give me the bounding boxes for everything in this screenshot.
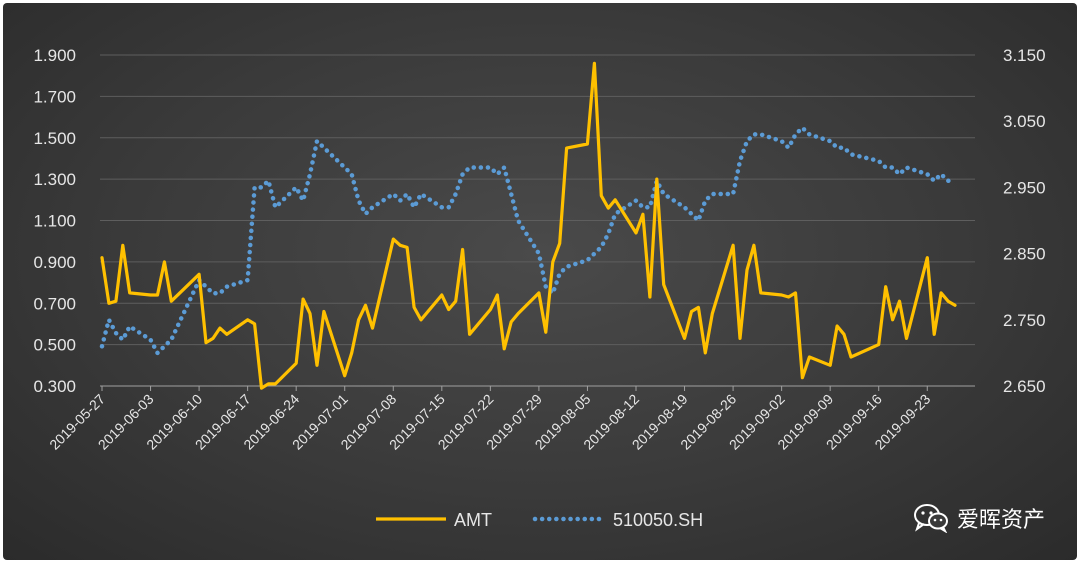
series-line-amt bbox=[100, 61, 957, 390]
y-left-tick-label: 1.500 bbox=[33, 129, 76, 148]
chart-frame: 1.900 1.700 1.500 1.300 1.100 0.900 0.700 0.500… bbox=[3, 3, 1077, 560]
watermark: 爱晖资产 bbox=[913, 502, 1045, 534]
y-left-tick-label: 1.700 bbox=[33, 87, 76, 106]
y-left-tick-label: 1.900 bbox=[33, 46, 76, 65]
series-layer bbox=[99, 61, 958, 390]
y-right-tick-label: 2.850 bbox=[1003, 245, 1046, 264]
y-axis-right: 3.150 3.050 2.950 2.850 2.750 2.650 bbox=[1003, 46, 1046, 396]
y-right-tick-label: 3.050 bbox=[1003, 112, 1046, 131]
watermark-text: 爱晖资产 bbox=[956, 507, 1045, 532]
x-axis: 2019-05-272019-06-032019-06-102019-06-17… bbox=[46, 386, 934, 453]
y-left-tick-label: 0.300 bbox=[33, 377, 76, 396]
chart-svg: 1.900 1.700 1.500 1.300 1.100 0.900 0.700 0.500… bbox=[33, 46, 1046, 530]
y-right-tick-label: 2.650 bbox=[1003, 377, 1046, 396]
gridlines bbox=[100, 54, 975, 387]
y-axis-left: 1.900 1.700 1.500 1.300 1.100 0.900 0.700 0.500… bbox=[33, 46, 76, 396]
y-left-tick-label: 0.900 bbox=[33, 253, 76, 272]
y-left-tick-label: 0.700 bbox=[33, 294, 76, 313]
y-right-tick-label: 2.950 bbox=[1003, 178, 1046, 197]
y-left-tick-label: 1.300 bbox=[33, 170, 76, 189]
y-right-tick-label: 3.150 bbox=[1003, 46, 1046, 65]
series-line-510050-sh bbox=[99, 125, 958, 356]
legend-label-510050: 510050.SH bbox=[613, 510, 703, 530]
y-left-tick-label: 1.100 bbox=[33, 212, 76, 231]
legend-label-amt: AMT bbox=[454, 510, 492, 530]
legend: AMT 510050.SH bbox=[376, 510, 703, 530]
y-right-tick-label: 2.750 bbox=[1003, 311, 1046, 330]
y-left-tick-label: 0.500 bbox=[33, 336, 76, 355]
wechat-icon bbox=[913, 504, 948, 533]
